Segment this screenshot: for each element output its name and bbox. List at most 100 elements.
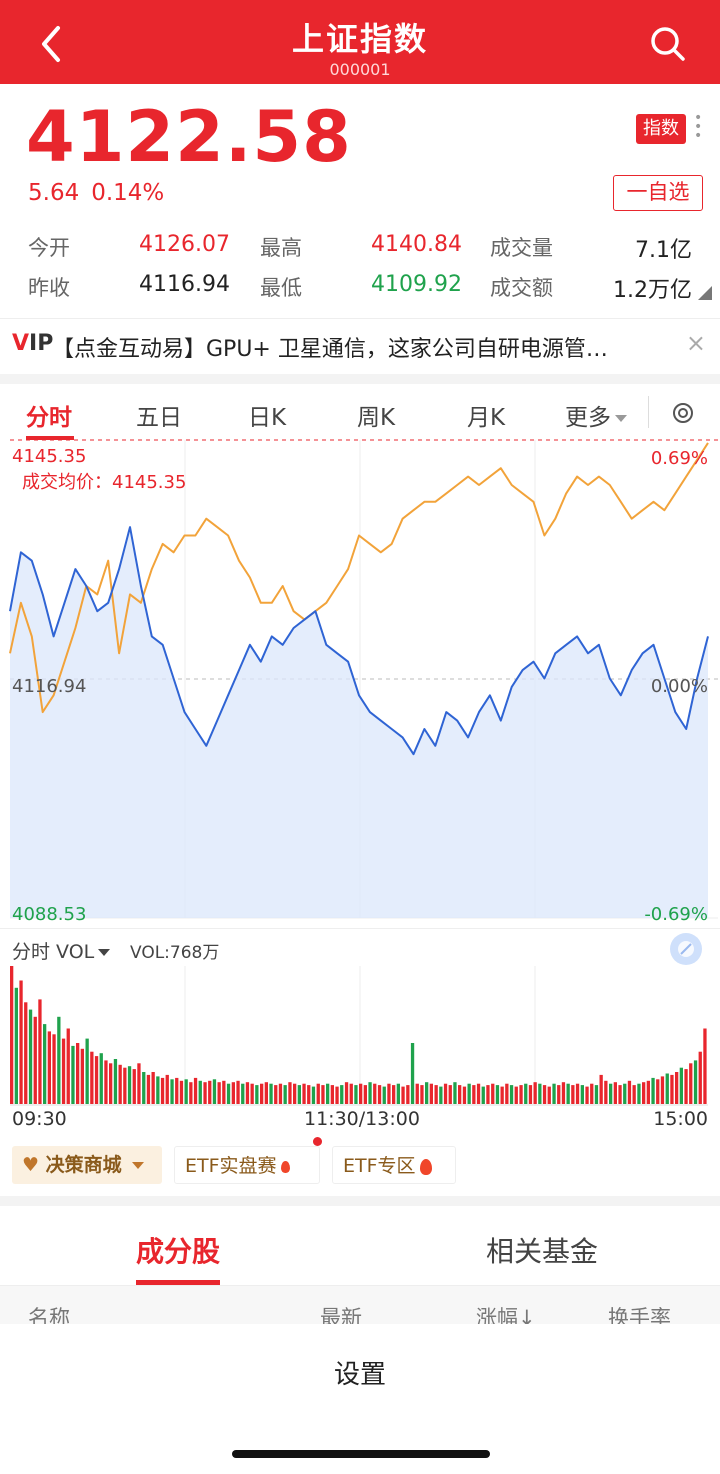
- volume-bar: [495, 1085, 500, 1104]
- chevron-down-icon: [98, 949, 111, 956]
- tab-five-day[interactable]: 五日: [136, 405, 182, 431]
- volume-bar: [425, 1082, 429, 1104]
- volume-bar: [14, 987, 18, 1104]
- flame-icon: [280, 1160, 290, 1173]
- volume-bar: [250, 1083, 254, 1104]
- active-tab-indicator: [136, 1280, 220, 1285]
- chevron-left-icon[interactable]: [32, 22, 72, 66]
- upper-pct-label: 0.69%: [650, 448, 708, 469]
- tab-daily-k[interactable]: 日K: [248, 405, 287, 431]
- volume-bar: [38, 999, 42, 1104]
- volume-bar: [193, 1077, 198, 1104]
- volume-bar: [222, 1080, 226, 1104]
- volume-bar: [533, 1082, 537, 1104]
- volume-bar: [410, 1043, 415, 1104]
- col-latest[interactable]: 最新: [320, 1306, 362, 1324]
- volume-bar: [561, 1082, 566, 1104]
- expand-corner-icon[interactable]: [698, 286, 712, 300]
- volume-bar: [396, 1083, 400, 1104]
- search-icon[interactable]: [648, 24, 688, 64]
- volume-chart: [0, 966, 720, 1108]
- volume-bar: [542, 1085, 547, 1104]
- tab-monthly-k[interactable]: 月K: [467, 405, 506, 431]
- volume-bar: [156, 1076, 160, 1104]
- etf-contest-button[interactable]: ETF实盘赛: [174, 1137, 322, 1184]
- volume-bar: [491, 1083, 495, 1104]
- add-watchlist-button[interactable]: 一自选: [613, 175, 703, 211]
- volume-bar: [109, 1063, 113, 1104]
- volume-bar: [160, 1077, 165, 1104]
- col-change[interactable]: 涨幅↓: [476, 1306, 536, 1324]
- volume-bar: [627, 1080, 632, 1104]
- volume-bar: [453, 1082, 457, 1104]
- volume-bar: [684, 1069, 688, 1104]
- price-chart-svg: [9, 439, 718, 919]
- settings-button[interactable]: 设置: [333, 1360, 386, 1390]
- index-badge: 指数: [636, 114, 686, 144]
- volume-bar: [212, 1079, 217, 1104]
- news-headline[interactable]: 【点金互动易】GPU+ 卫星通信，这家公司自研电源管…: [52, 337, 608, 362]
- volume-bar: [330, 1085, 334, 1104]
- volume-bar: [382, 1086, 386, 1104]
- etf-zone-button[interactable]: ETF专区: [332, 1146, 456, 1184]
- volume-bar: [321, 1085, 325, 1104]
- open-value: 4126.07: [139, 232, 230, 257]
- volume-bar: [203, 1082, 207, 1104]
- active-tab-indicator: [26, 436, 74, 440]
- stock-code: 000001: [329, 60, 391, 79]
- target-icon[interactable]: [670, 400, 696, 426]
- component-tabs: 成分股 相关基金: [0, 1206, 720, 1286]
- volume-bar: [462, 1086, 467, 1104]
- divider: [648, 396, 649, 428]
- volume-bar: [264, 1082, 268, 1104]
- vip-logo: VIP: [12, 331, 54, 356]
- tab-more[interactable]: 更多: [565, 398, 627, 432]
- amount-value: 1.2万亿: [613, 278, 692, 303]
- change-percent: 0.14%: [91, 180, 165, 206]
- tab-weekly-k[interactable]: 周K: [357, 405, 396, 431]
- col-name[interactable]: 名称: [28, 1306, 70, 1324]
- volume-bar: [293, 1083, 297, 1104]
- volume-bar: [368, 1082, 372, 1104]
- tab-related-funds[interactable]: 相关基金: [486, 1235, 599, 1268]
- tab-constituents[interactable]: 成分股: [136, 1235, 221, 1268]
- volume-bar: [189, 1082, 193, 1104]
- volume-bar: [52, 1034, 56, 1104]
- price-line: [9, 526, 709, 756]
- decision-mall-button[interactable]: ♥ 决策商城: [12, 1146, 162, 1184]
- volume-bar: [448, 1085, 452, 1104]
- volume-bar: [415, 1083, 419, 1104]
- more-icon[interactable]: • • •: [694, 110, 703, 144]
- volume-bar: [703, 1028, 707, 1104]
- volume-bar: [19, 980, 23, 1104]
- volume-bar: [43, 1024, 47, 1104]
- volume-bar: [500, 1086, 504, 1104]
- intraday-chart[interactable]: 4145.35 成交均价：4145.35 0.69% 4116.94 0.00%…: [0, 438, 720, 928]
- volume-bar: [297, 1085, 301, 1104]
- close-icon[interactable]: ×: [685, 329, 706, 357]
- volume-bar: [689, 1063, 693, 1104]
- volume-bar: [179, 1080, 184, 1104]
- tab-intraday[interactable]: 分时: [26, 405, 72, 431]
- avg-price-line: [9, 442, 709, 714]
- open-label: 今开: [28, 236, 70, 260]
- volume-bar: [344, 1082, 349, 1104]
- volume-bar: [151, 1072, 155, 1104]
- current-price: 4122.58: [26, 96, 352, 178]
- fullscreen-icon[interactable]: [670, 933, 702, 965]
- volume-bar: [307, 1085, 311, 1104]
- volume-bar: [24, 1002, 28, 1104]
- volume-bar: [99, 1053, 103, 1104]
- amount-label: 成交额: [490, 276, 553, 300]
- volume-bar: [509, 1085, 514, 1104]
- volume-bar: [547, 1086, 551, 1104]
- change-value: 5.64: [28, 180, 80, 206]
- low-label: 最低: [260, 276, 302, 300]
- volume-indicator-select[interactable]: 分时 VOL: [12, 937, 111, 964]
- news-ticker[interactable]: VIP 【点金互动易】GPU+ 卫星通信，这家公司自研电源管… ×: [0, 318, 720, 374]
- volume-bar: [571, 1085, 575, 1104]
- volume-bar: [609, 1083, 613, 1104]
- col-turnover[interactable]: 换手率: [608, 1306, 671, 1324]
- volume-bar: [439, 1086, 443, 1104]
- volume-bar: [137, 1063, 141, 1104]
